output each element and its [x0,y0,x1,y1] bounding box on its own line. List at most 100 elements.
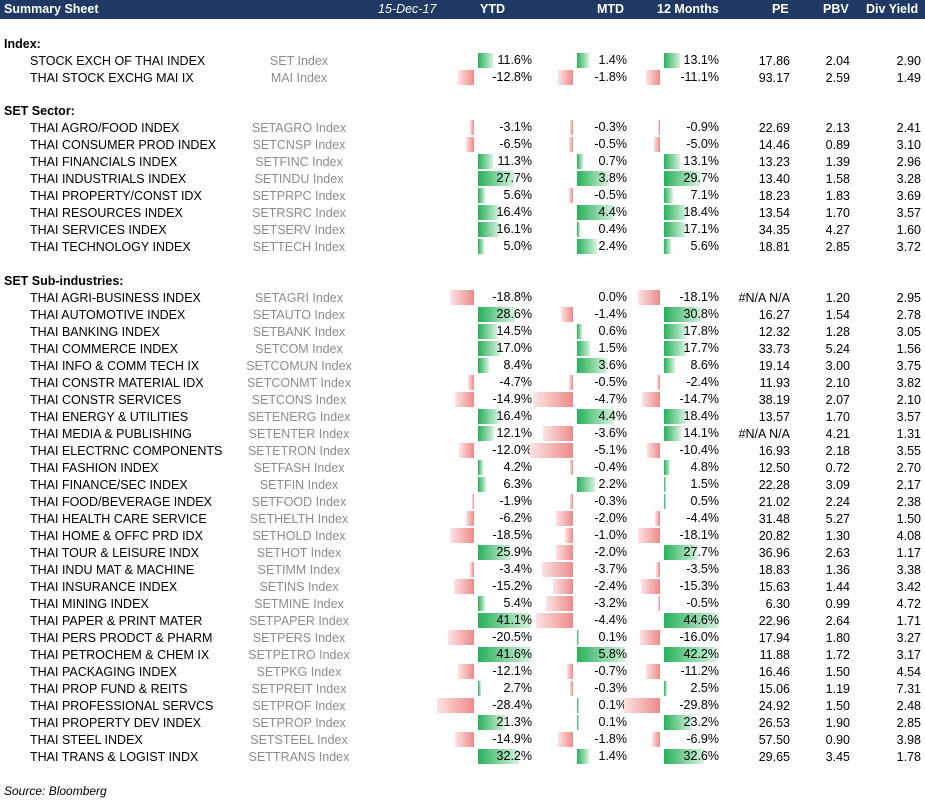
ticker: SETFOOD Index [251,495,347,509]
ticker: SETPRPC Index [252,189,346,203]
pbv-value: 2.07 [825,393,850,407]
pbv-value: 2.13 [825,121,850,135]
ytd-bar [478,460,483,475]
index-name: THAI INDU MAT & MACHINE [30,563,195,577]
ytd-cell: 5.6% [478,188,532,203]
ticker: SETAGRO Index [251,121,347,135]
ytd-bar [470,562,474,577]
pbv-value: 1.28 [825,325,850,339]
table-row: THAI TECHNOLOGY INDEX SETTECH Index 5.0% 2.… [0,239,925,256]
m12-value: 2.5% [690,681,720,695]
mtd-cell: -0.5% [569,375,627,390]
m12-bar [646,70,660,85]
pbv-value: 2.18 [825,444,850,458]
mtd-value: -5.1% [594,443,627,457]
mtd-cell: 0.0% [577,290,628,305]
ytd-cell: -1.9% [472,494,532,509]
index-name: THAI PACKAGING INDEX [30,665,178,679]
pbv-value: 3.09 [825,478,850,492]
m12-cell: 0.5% [664,494,719,509]
m12-value: 32.6% [683,749,719,763]
ticker: SETINDU Index [254,172,344,186]
div-yield-value: 4.08 [896,529,921,543]
pe-value: 21.02 [758,495,790,509]
ytd-value: -3.1% [499,120,532,134]
mtd-bar [558,70,573,85]
table-row: THAI SERVICES INDEX SETSERV Index 16.1% 0.4… [0,222,925,239]
ytd-cell: 25.9% [478,545,532,560]
ytd-cell: -12.1% [458,664,532,679]
ytd-value: -3.4% [499,562,532,576]
ytd-value: 5.4% [503,596,533,610]
m12-cell: -29.8% [624,698,719,713]
mtd-value: -2.0% [594,511,627,525]
m12-cell: -4.4% [655,511,719,526]
mtd-value: 0.4% [598,222,628,236]
mtd-value: -0.5% [594,137,627,151]
ytd-value: -28.4% [492,698,532,712]
ytd-value: -12.8% [492,70,532,84]
mtd-cell: -0.3% [570,120,627,135]
pe-value: 38.19 [758,393,790,407]
div-yield-value: 1.60 [896,223,921,237]
div-yield-value: 3.69 [896,189,921,203]
ytd-value: 21.3% [496,715,532,729]
ytd-bar [459,443,474,458]
table-row: THAI ENERGY & UTILITIES SETENERG Index 16.… [0,409,925,426]
mtd-value: -1.8% [594,732,627,746]
ytd-cell: -6.2% [466,511,532,526]
mtd-bar [558,732,573,747]
mtd-value: -0.4% [594,460,627,474]
m12-cell: -18.1% [638,290,719,305]
index-name: THAI FINANCIALS INDEX [30,155,178,169]
pe-value: 18.81 [758,240,790,254]
m12-value: -14.7% [679,392,719,406]
ytd-value: 32.2% [496,749,532,763]
ytd-cell: 6.3% [478,477,532,492]
mtd-cell: -1.4% [561,307,627,322]
pbv-value: 2.10 [825,376,850,390]
m12-value: -0.5% [686,596,719,610]
div-yield-value: 2.17 [896,478,921,492]
mtd-bar [577,341,590,356]
div-yield-value: 3.05 [896,325,921,339]
m12-value: -2.4% [686,375,719,389]
m12-bar [624,698,660,713]
mtd-cell: -5.1% [530,443,627,458]
ytd-value: 5.6% [503,188,533,202]
ytd-bar [478,171,514,186]
index-name: THAI INFO & COMM TECH IX [30,359,200,373]
ticker: SETENTER Index [248,427,350,441]
ytd-cell: -28.4% [437,698,532,713]
mtd-value: -4.4% [594,613,627,627]
table-row: THAI AUTOMOTIVE INDEX SETAUTO Index 28.6% -… [0,307,925,324]
m12-bar [658,596,660,611]
mtd-bar [565,528,573,543]
ytd-value: -1.9% [499,494,532,508]
m12-value: 5.6% [690,239,720,253]
pbv-value: 3.45 [825,750,850,764]
table-row: THAI CONSTR SERVICES SETCONS Index -14.9% -… [0,392,925,409]
m12-bar [646,664,660,679]
mtd-bar [577,477,595,492]
ticker: SETINS Index [259,580,339,594]
ytd-value: 41.6% [496,647,532,661]
section-heading: SET Sub-industries: [4,274,124,288]
ytd-bar [472,494,474,509]
ticker: SETSERV Index [252,223,346,237]
table-row: THAI PACKAGING INDEX SETPKG Index -12.1% -0… [0,664,925,681]
mtd-bar [577,154,583,169]
pbv-value: 5.27 [825,512,850,526]
ticker: SETPREIT Index [251,682,347,696]
mtd-cell: 2.4% [577,239,627,254]
pbv-value: 1.70 [825,410,850,424]
ytd-value: 11.6% [497,53,532,67]
pbv-value: 3.00 [825,359,850,373]
col-div-yield: Div Yield [866,2,919,16]
mtd-bar [543,426,573,441]
ytd-cell: 4.2% [478,460,532,475]
ytd-cell: -14.9% [455,392,532,407]
index-name: THAI ENERGY & UTILITIES [30,410,189,424]
table-row: THAI AGRI-BUSINESS INDEX SETAGRI Index -18… [0,290,925,307]
index-name: THAI BANKING INDEX [30,325,160,339]
